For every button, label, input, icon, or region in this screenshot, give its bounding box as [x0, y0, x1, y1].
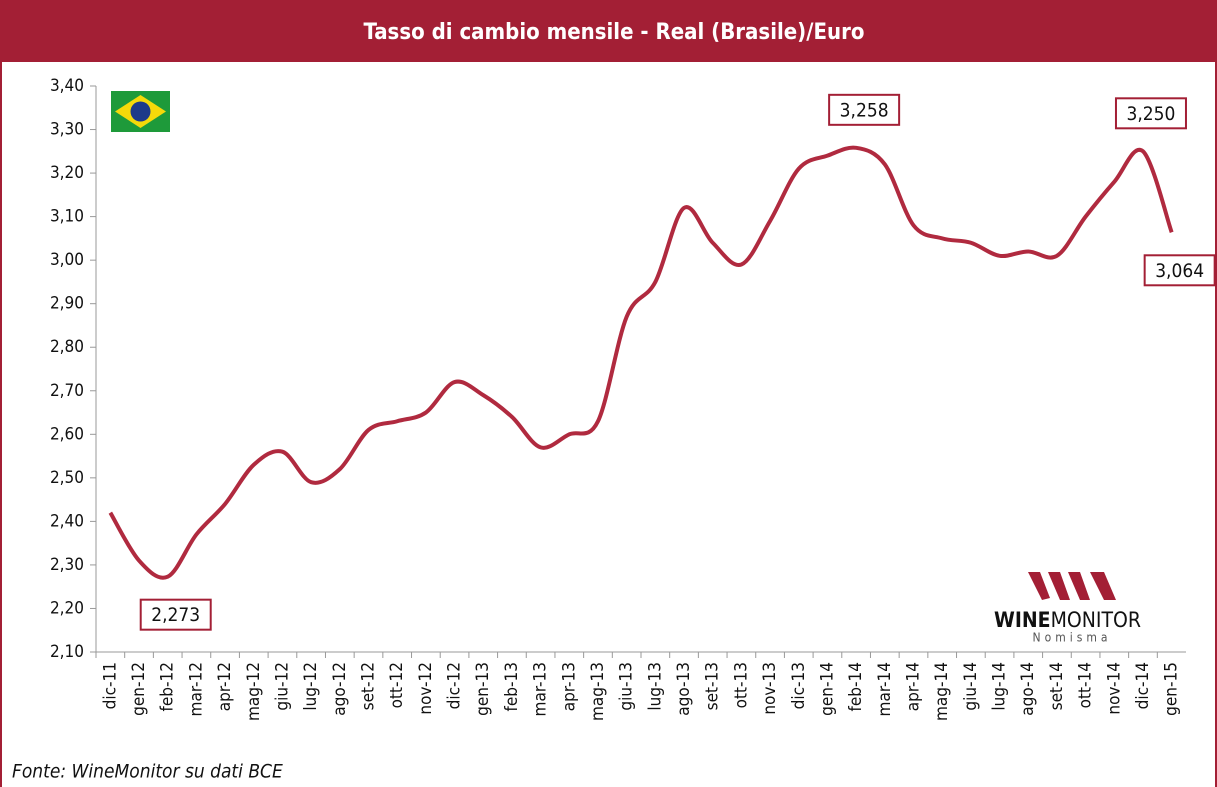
x-tick-label: mag-13 [588, 662, 608, 721]
y-tick-label: 2,90 [50, 294, 84, 314]
y-tick-label: 3,00 [50, 250, 84, 270]
x-tick-label: ott-13 [731, 662, 751, 708]
y-tick-label: 2,50 [50, 468, 84, 488]
value-label-box [1143, 254, 1216, 287]
x-tick-label: gen-12 [129, 662, 149, 716]
x-tick-label: nov-13 [760, 662, 780, 715]
x-tick-label: lug-13 [645, 662, 665, 711]
x-tick-label: gen-15 [1162, 662, 1182, 716]
x-tick-label: mag-14 [932, 662, 952, 721]
source: Fonte: WineMonitor su dati BCE [12, 761, 283, 783]
y-tick-label: 2,60 [50, 424, 84, 444]
x-tick-label: ott-14 [1076, 662, 1096, 708]
x-tick-label: set-13 [703, 662, 723, 710]
x-tick-label: dic-13 [789, 662, 809, 709]
y-tick-label: 3,40 [50, 76, 84, 96]
x-tick-label: apr-12 [215, 662, 235, 711]
x-tick-label: feb-12 [158, 662, 178, 711]
y-tick-label: 2,80 [50, 337, 84, 357]
logo-brand: MONITOR [1051, 608, 1141, 632]
x-tick-label: gen-14 [817, 662, 837, 716]
x-tick-label: set-12 [359, 662, 379, 710]
title-bar [0, 0, 1217, 62]
line [108, 145, 1174, 580]
value-label-box [1114, 97, 1187, 130]
x-tick-label: ago-14 [1018, 662, 1038, 716]
y-tick-label: 2,20 [50, 598, 84, 618]
y-tick-label: 3,10 [50, 207, 84, 227]
x-tick-label: set-14 [1047, 662, 1067, 710]
chart-title: Tasso di cambio mensile - Real (Brasile)… [364, 20, 865, 45]
y-tick-label: 3,30 [50, 120, 84, 140]
logo: WINEMONITOR Nomisma [994, 572, 1141, 645]
x-tick-label: feb-13 [502, 662, 522, 711]
x-tick-label: lug-14 [990, 662, 1010, 711]
x-tick-label: nov-14 [1104, 662, 1124, 715]
x-tick-label: mar-14 [875, 662, 895, 716]
logo-sub: Nomisma [1033, 631, 1112, 645]
x-tick-label: giu-14 [961, 662, 981, 711]
x-tick-label: dic-12 [445, 662, 465, 709]
value-label-box [828, 93, 901, 126]
x-tick-label: nov-12 [416, 662, 436, 715]
value-label: 3,250 [1127, 103, 1176, 125]
y-tick-label: 2,70 [50, 381, 84, 401]
x-tick-label: ott-12 [387, 662, 407, 708]
logo-bold: WINE [994, 608, 1051, 632]
y-tick-label: 2,30 [50, 555, 84, 575]
x-tick-label: apr-14 [904, 662, 924, 711]
x-tick-label: mag-12 [244, 662, 264, 721]
x-tick-label: ago-13 [674, 662, 694, 716]
x-tick-label: gen-13 [473, 662, 493, 716]
value-label: 3,064 [1155, 260, 1204, 282]
x-tick-label: dic-14 [1133, 662, 1153, 709]
value-label: 2,273 [151, 604, 200, 626]
flag [111, 91, 170, 132]
x-tick-label: giu-12 [272, 662, 292, 711]
x-tick-label: apr-13 [559, 662, 579, 711]
x-tick-label: lug-12 [301, 662, 321, 711]
y-tick-label: 3,20 [50, 163, 84, 183]
x-tick-label: dic-11 [100, 662, 120, 709]
x-tick-label: giu-13 [617, 662, 637, 711]
value-label: 3,258 [840, 99, 889, 121]
y-tick-label: 2,10 [50, 642, 84, 662]
x-tick-label: mar-12 [186, 662, 206, 716]
x-tick-label: feb-14 [846, 662, 866, 711]
value-label-box [139, 598, 212, 631]
x-tick-label: mar-13 [531, 662, 551, 716]
logo-text: WINEMONITOR [994, 608, 1141, 632]
x-tick-label: ago-12 [330, 662, 350, 716]
y-tick-label: 2,40 [50, 511, 84, 531]
